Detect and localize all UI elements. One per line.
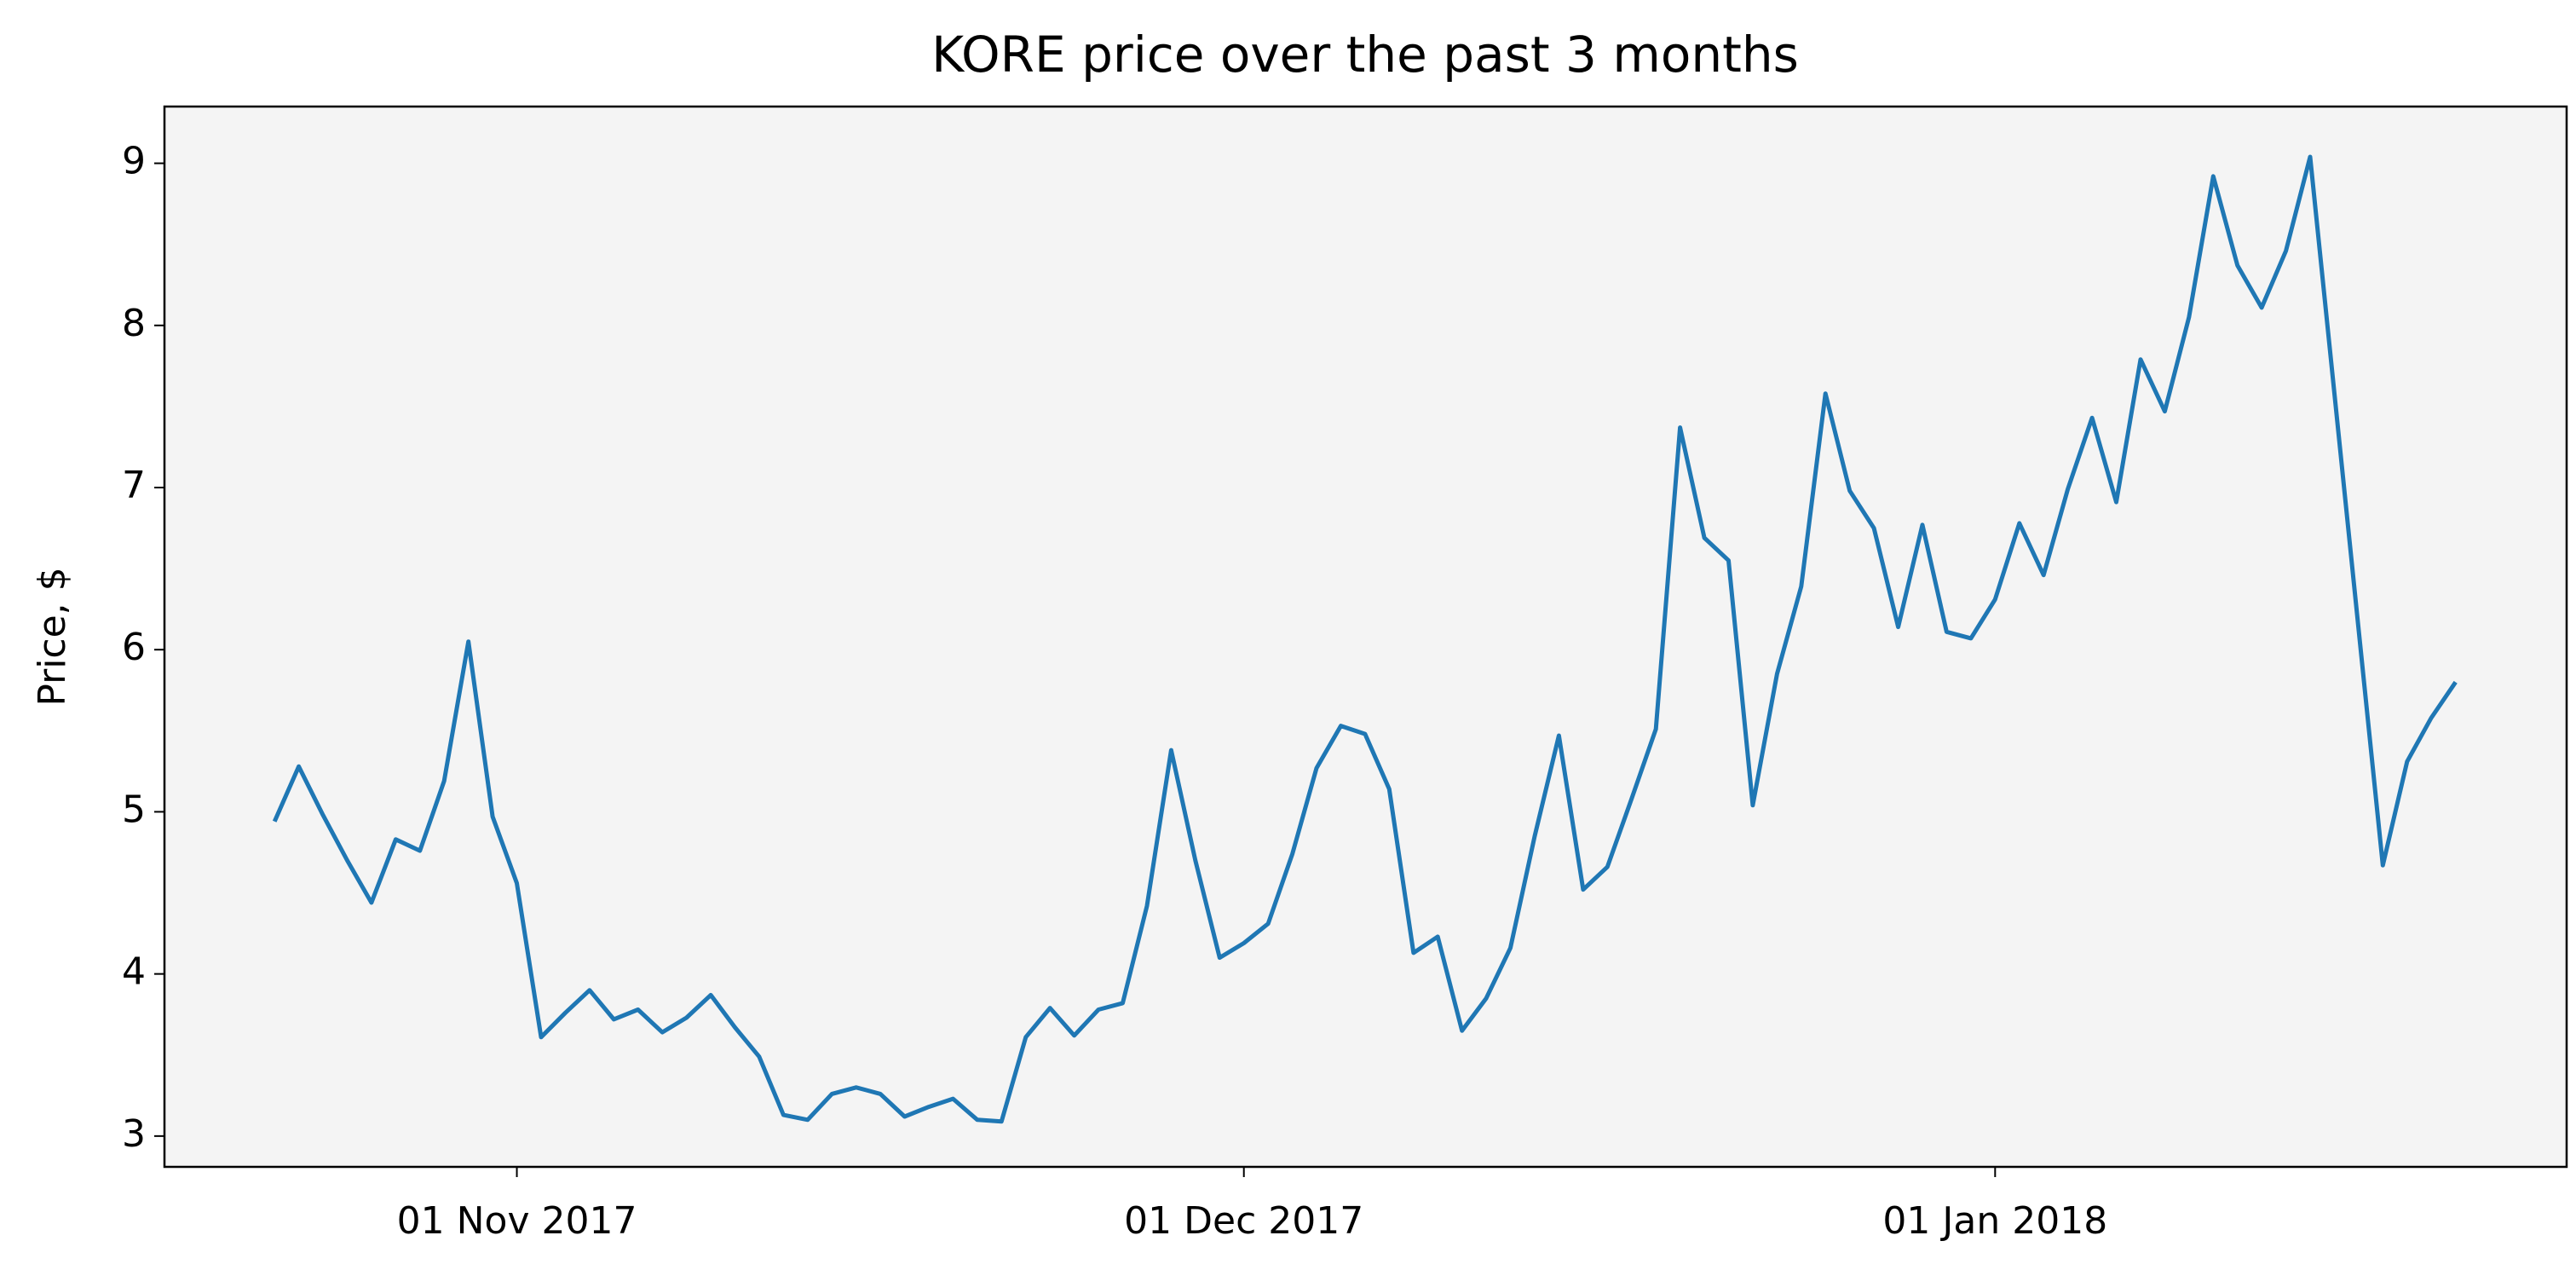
y-tick-label: 5 [122, 788, 146, 831]
y-tick-label: 8 [122, 302, 146, 345]
y-axis-label: Price, $ [31, 567, 74, 706]
price-line [272, 154, 2458, 1124]
x-tick-label: 01 Nov 2017 [397, 1199, 637, 1243]
y-tick-label: 6 [122, 626, 146, 669]
x-tick-label: 01 Jan 2018 [1882, 1199, 2107, 1243]
y-tick-label: 9 [122, 140, 146, 183]
y-tick-label: 3 [122, 1112, 146, 1156]
chart-title: KORE price over the past 3 months [931, 26, 1799, 84]
plot-frame [163, 105, 2568, 1169]
x-tick-label: 01 Dec 2017 [1124, 1199, 1363, 1243]
y-tick-label: 4 [122, 950, 146, 994]
plot-background [164, 107, 2567, 1167]
y-tick-label: 7 [122, 464, 146, 507]
